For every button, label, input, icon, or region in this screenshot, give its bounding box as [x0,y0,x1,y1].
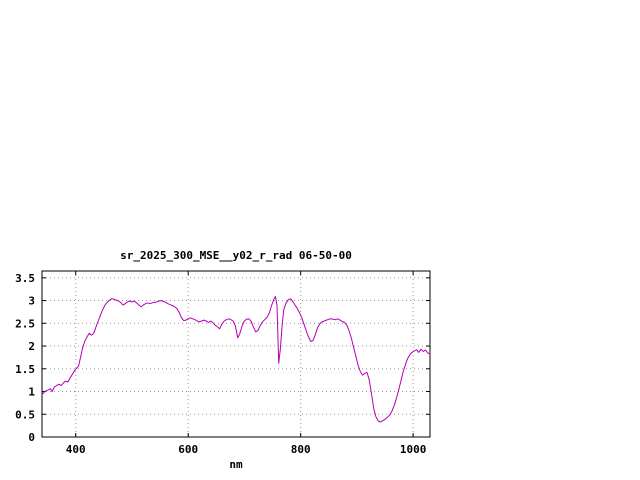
x-tick-label: 1000 [400,443,427,456]
y-tick-label: 0.5 [15,408,35,421]
y-tick-label: 3.5 [15,272,35,285]
plot-border [41,270,431,438]
y-tick-label: 0 [28,431,35,444]
x-tick-label: 800 [291,443,311,456]
x-tick-label: 600 [178,443,198,456]
chart-title: sr_2025_300_MSE__y02_r_rad 06-50-00 [120,249,352,262]
y-tick-label: 3 [28,295,35,308]
data-line [41,296,431,423]
y-tick-label: 1 [28,386,35,399]
y-tick-label: 2 [28,340,35,353]
x-tick-label: 400 [66,443,86,456]
y-tick-label: 2.5 [15,317,35,330]
x-axis-label: nm [229,458,243,471]
y-tick-label: 1.5 [15,363,35,376]
